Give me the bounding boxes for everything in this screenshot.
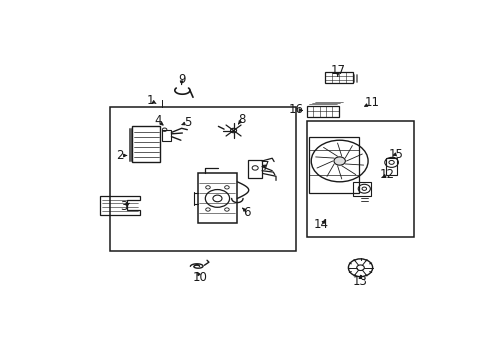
Text: 15: 15 — [388, 148, 403, 161]
Text: 14: 14 — [313, 218, 327, 231]
Text: 3: 3 — [120, 200, 127, 213]
Text: 10: 10 — [193, 271, 207, 284]
Bar — [110, 107, 296, 251]
Text: 4: 4 — [154, 114, 161, 127]
Text: 9: 9 — [178, 73, 185, 86]
Bar — [309, 138, 358, 193]
Text: 17: 17 — [329, 64, 345, 77]
Bar — [324, 72, 352, 84]
Bar — [132, 126, 160, 162]
Bar — [352, 183, 370, 196]
Bar — [307, 121, 413, 237]
Bar — [162, 130, 171, 141]
Text: 8: 8 — [238, 113, 245, 126]
Text: 1: 1 — [146, 94, 154, 107]
Bar — [197, 174, 237, 223]
Text: 16: 16 — [288, 103, 303, 116]
Text: 7: 7 — [262, 160, 269, 173]
Text: 2: 2 — [116, 149, 123, 162]
Circle shape — [333, 157, 345, 165]
Text: 13: 13 — [352, 275, 367, 288]
Bar — [385, 158, 396, 175]
Text: 5: 5 — [184, 116, 191, 129]
Bar — [248, 159, 262, 177]
Text: 12: 12 — [379, 168, 394, 181]
Text: 6: 6 — [243, 206, 250, 219]
Bar — [306, 105, 338, 117]
Text: 11: 11 — [364, 96, 379, 109]
